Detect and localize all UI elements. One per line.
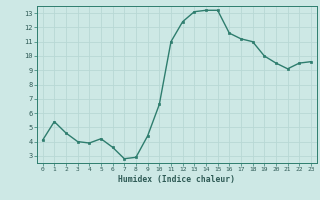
X-axis label: Humidex (Indice chaleur): Humidex (Indice chaleur) xyxy=(118,175,235,184)
